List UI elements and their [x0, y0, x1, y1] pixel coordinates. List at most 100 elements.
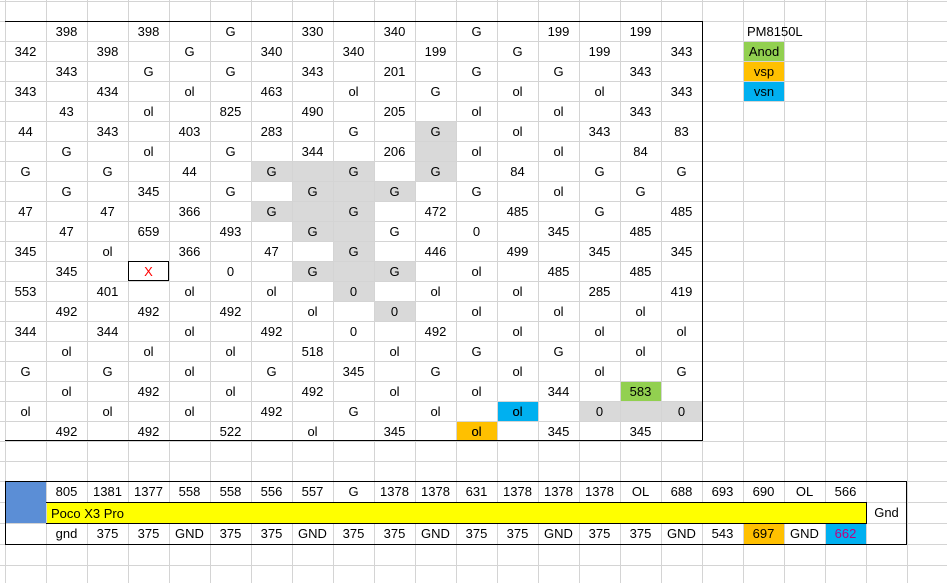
table-cell[interactable]: 472 — [424, 203, 447, 219]
table-cell[interactable]: G — [430, 163, 441, 179]
table-cell[interactable]: G — [225, 23, 236, 39]
table-cell[interactable]: ol — [471, 303, 482, 319]
table-cell[interactable]: G — [20, 163, 31, 179]
bottom-cell[interactable]: GND — [790, 526, 819, 541]
table-cell[interactable]: ol — [225, 343, 236, 359]
table-cell[interactable]: ol — [471, 103, 482, 119]
table-cell[interactable]: 583 — [629, 383, 652, 399]
table-cell[interactable]: 344 — [14, 323, 37, 339]
table-cell[interactable]: ol — [184, 323, 195, 339]
table-cell[interactable]: ol — [184, 363, 195, 379]
table-cell[interactable]: ol — [512, 323, 523, 339]
table-cell[interactable]: 446 — [424, 243, 447, 259]
table-cell[interactable]: ol — [225, 383, 236, 399]
table-cell[interactable]: G — [266, 163, 277, 179]
table-cell[interactable]: 83 — [674, 123, 689, 139]
table-cell[interactable]: 340 — [260, 43, 283, 59]
table-cell[interactable]: 344 — [301, 143, 324, 159]
table-cell[interactable]: ol — [184, 283, 195, 299]
table-cell[interactable]: 419 — [670, 283, 693, 299]
table-cell[interactable]: G — [20, 363, 31, 379]
bottom-cell[interactable]: GND — [667, 526, 696, 541]
table-cell[interactable]: 485 — [629, 223, 652, 239]
table-cell[interactable]: 84 — [510, 163, 525, 179]
table-cell[interactable]: ol — [512, 83, 523, 99]
bottom-cell[interactable]: 375 — [137, 526, 160, 541]
table-cell[interactable]: 492 — [260, 403, 283, 419]
table-cell[interactable]: 0 — [349, 323, 358, 339]
table-cell[interactable]: ol — [512, 283, 523, 299]
table-cell[interactable]: 343 — [14, 83, 37, 99]
table-cell[interactable]: 0 — [349, 283, 358, 299]
table-cell[interactable]: G — [225, 183, 236, 199]
table-cell[interactable]: ol — [471, 423, 482, 439]
table-cell[interactable]: G — [266, 363, 277, 379]
table-cell[interactable]: 47 — [264, 243, 279, 259]
table-cell[interactable]: 343 — [670, 43, 693, 59]
table-cell[interactable]: G — [61, 143, 72, 159]
table-cell[interactable]: G — [307, 263, 318, 279]
table-cell[interactable]: 199 — [424, 43, 447, 59]
table-cell[interactable]: ol — [389, 383, 400, 399]
table-cell[interactable]: 47 — [59, 223, 74, 239]
bottom-cell[interactable]: 558 — [178, 484, 201, 499]
table-cell[interactable]: 340 — [383, 23, 406, 39]
table-cell[interactable]: G — [143, 63, 154, 79]
table-cell[interactable]: G — [348, 403, 359, 419]
table-cell[interactable]: G — [225, 63, 236, 79]
table-cell[interactable]: G — [676, 363, 687, 379]
bottom-cell[interactable]: 805 — [55, 484, 78, 499]
table-cell[interactable]: 342 — [14, 43, 37, 59]
table-cell[interactable]: 340 — [342, 43, 365, 59]
table-cell[interactable]: 492 — [137, 423, 160, 439]
bottom-cell[interactable]: 1378 — [585, 484, 614, 499]
table-cell[interactable]: G — [102, 163, 113, 179]
bottom-cell[interactable]: 375 — [260, 526, 283, 541]
table-cell[interactable]: G — [512, 43, 523, 59]
table-cell[interactable]: 201 — [383, 63, 406, 79]
table-cell[interactable]: 44 — [182, 163, 197, 179]
table-cell[interactable]: 47 — [18, 203, 33, 219]
table-cell[interactable]: 344 — [96, 323, 119, 339]
table-cell[interactable]: G — [225, 143, 236, 159]
table-cell[interactable]: ol — [635, 303, 646, 319]
table-cell[interactable]: 345 — [383, 423, 406, 439]
table-cell[interactable]: G — [348, 163, 359, 179]
bottom-cell[interactable]: 557 — [301, 484, 324, 499]
bottom-cell[interactable]: 556 — [260, 484, 283, 499]
table-cell[interactable]: 345 — [137, 183, 160, 199]
table-cell[interactable]: 283 — [260, 123, 283, 139]
table-cell[interactable]: G — [266, 203, 277, 219]
table-cell[interactable]: 206 — [383, 143, 406, 159]
table-cell[interactable]: 518 — [301, 343, 324, 359]
table-cell[interactable]: G — [61, 183, 72, 199]
table-cell[interactable]: ol — [553, 143, 564, 159]
bottom-cell[interactable]: 1378 — [421, 484, 450, 499]
table-cell[interactable]: G — [184, 43, 195, 59]
table-cell[interactable]: ol — [512, 123, 523, 139]
table-cell[interactable]: ol — [471, 263, 482, 279]
table-cell[interactable]: G — [594, 163, 605, 179]
table-cell[interactable]: ol — [512, 403, 523, 419]
table-cell[interactable]: ol — [266, 283, 277, 299]
table-cell[interactable]: 43 — [59, 103, 74, 119]
bottom-cell[interactable]: 375 — [465, 526, 488, 541]
bottom-cell[interactable]: 543 — [711, 526, 734, 541]
table-cell[interactable]: 499 — [506, 243, 529, 259]
table-cell[interactable]: ol — [553, 303, 564, 319]
bottom-cell[interactable]: 1378 — [380, 484, 409, 499]
bottom-cell[interactable]: 375 — [383, 526, 406, 541]
table-cell[interactable]: ol — [553, 103, 564, 119]
bottom-cell[interactable]: GND — [421, 526, 450, 541]
table-cell[interactable]: ol — [471, 383, 482, 399]
bottom-cell[interactable]: OL — [795, 484, 814, 499]
table-cell[interactable]: G — [389, 183, 400, 199]
table-cell[interactable]: 434 — [96, 83, 119, 99]
table-cell[interactable]: 343 — [629, 63, 652, 79]
bottom-cell[interactable]: 375 — [219, 526, 242, 541]
table-cell[interactable]: 44 — [18, 123, 33, 139]
table-cell[interactable]: 205 — [383, 103, 406, 119]
bottom-cell[interactable]: 558 — [219, 484, 242, 499]
table-cell[interactable]: G — [676, 163, 687, 179]
bottom-cell[interactable]: GND — [175, 526, 204, 541]
